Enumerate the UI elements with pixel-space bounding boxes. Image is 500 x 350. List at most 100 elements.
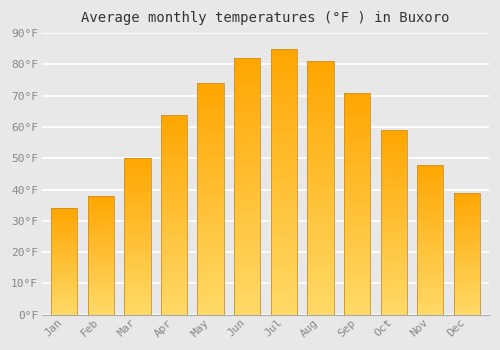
Bar: [270, 142, 297, 145]
Bar: [51, 240, 78, 241]
Bar: [234, 145, 260, 148]
Bar: [124, 184, 150, 186]
Bar: [308, 141, 334, 144]
Bar: [51, 312, 78, 313]
Bar: [51, 231, 78, 232]
Bar: [234, 218, 260, 222]
Bar: [454, 197, 480, 199]
Bar: [161, 114, 187, 117]
Bar: [234, 93, 260, 97]
Bar: [380, 204, 407, 206]
Bar: [198, 132, 224, 135]
Bar: [417, 268, 444, 270]
Bar: [380, 142, 407, 144]
Bar: [88, 208, 114, 209]
Bar: [308, 299, 334, 302]
Bar: [198, 182, 224, 184]
Bar: [234, 225, 260, 228]
Bar: [454, 243, 480, 245]
Bar: [124, 178, 150, 180]
Bar: [454, 293, 480, 295]
Bar: [51, 250, 78, 251]
Bar: [234, 187, 260, 190]
Bar: [454, 307, 480, 309]
Bar: [380, 299, 407, 301]
Bar: [308, 258, 334, 261]
Bar: [198, 243, 224, 245]
Bar: [344, 93, 370, 315]
Bar: [51, 264, 78, 266]
Bar: [454, 306, 480, 307]
Bar: [380, 149, 407, 151]
Bar: [417, 253, 444, 255]
Bar: [161, 292, 187, 295]
Bar: [417, 275, 444, 277]
Bar: [344, 229, 370, 231]
Bar: [161, 240, 187, 242]
Bar: [454, 231, 480, 232]
Bar: [344, 290, 370, 293]
Bar: [308, 99, 334, 103]
Bar: [454, 248, 480, 249]
Bar: [454, 290, 480, 292]
Bar: [234, 167, 260, 170]
Bar: [417, 214, 444, 215]
Bar: [270, 59, 297, 62]
Bar: [380, 234, 407, 236]
Bar: [344, 156, 370, 159]
Bar: [51, 258, 78, 259]
Bar: [51, 216, 78, 218]
Bar: [161, 242, 187, 245]
Bar: [344, 257, 370, 259]
Bar: [124, 215, 150, 217]
Bar: [417, 164, 444, 167]
Bar: [198, 211, 224, 214]
Bar: [88, 240, 114, 242]
Bar: [417, 206, 444, 208]
Bar: [234, 132, 260, 135]
Bar: [51, 280, 78, 281]
Bar: [198, 118, 224, 121]
Bar: [198, 147, 224, 150]
Bar: [124, 237, 150, 238]
Bar: [380, 262, 407, 264]
Bar: [51, 214, 78, 215]
Bar: [234, 193, 260, 196]
Bar: [198, 286, 224, 289]
Bar: [380, 223, 407, 225]
Bar: [234, 295, 260, 299]
Bar: [380, 195, 407, 197]
Bar: [344, 106, 370, 109]
Bar: [88, 306, 114, 307]
Bar: [161, 220, 187, 222]
Bar: [454, 298, 480, 300]
Bar: [417, 249, 444, 251]
Bar: [454, 194, 480, 196]
Bar: [380, 268, 407, 271]
Bar: [161, 170, 187, 172]
Bar: [234, 251, 260, 254]
Bar: [454, 301, 480, 302]
Bar: [88, 285, 114, 287]
Bar: [344, 295, 370, 298]
Bar: [161, 157, 187, 160]
Bar: [51, 208, 78, 315]
Bar: [454, 212, 480, 214]
Bar: [454, 226, 480, 228]
Bar: [124, 166, 150, 168]
Bar: [270, 188, 297, 192]
Bar: [417, 243, 444, 245]
Bar: [270, 152, 297, 155]
Bar: [454, 210, 480, 211]
Bar: [417, 283, 444, 285]
Bar: [234, 238, 260, 241]
Bar: [234, 119, 260, 122]
Bar: [344, 270, 370, 273]
Bar: [198, 257, 224, 260]
Bar: [88, 199, 114, 200]
Bar: [270, 241, 297, 245]
Bar: [417, 195, 444, 196]
Bar: [380, 287, 407, 289]
Bar: [124, 223, 150, 225]
Bar: [234, 231, 260, 235]
